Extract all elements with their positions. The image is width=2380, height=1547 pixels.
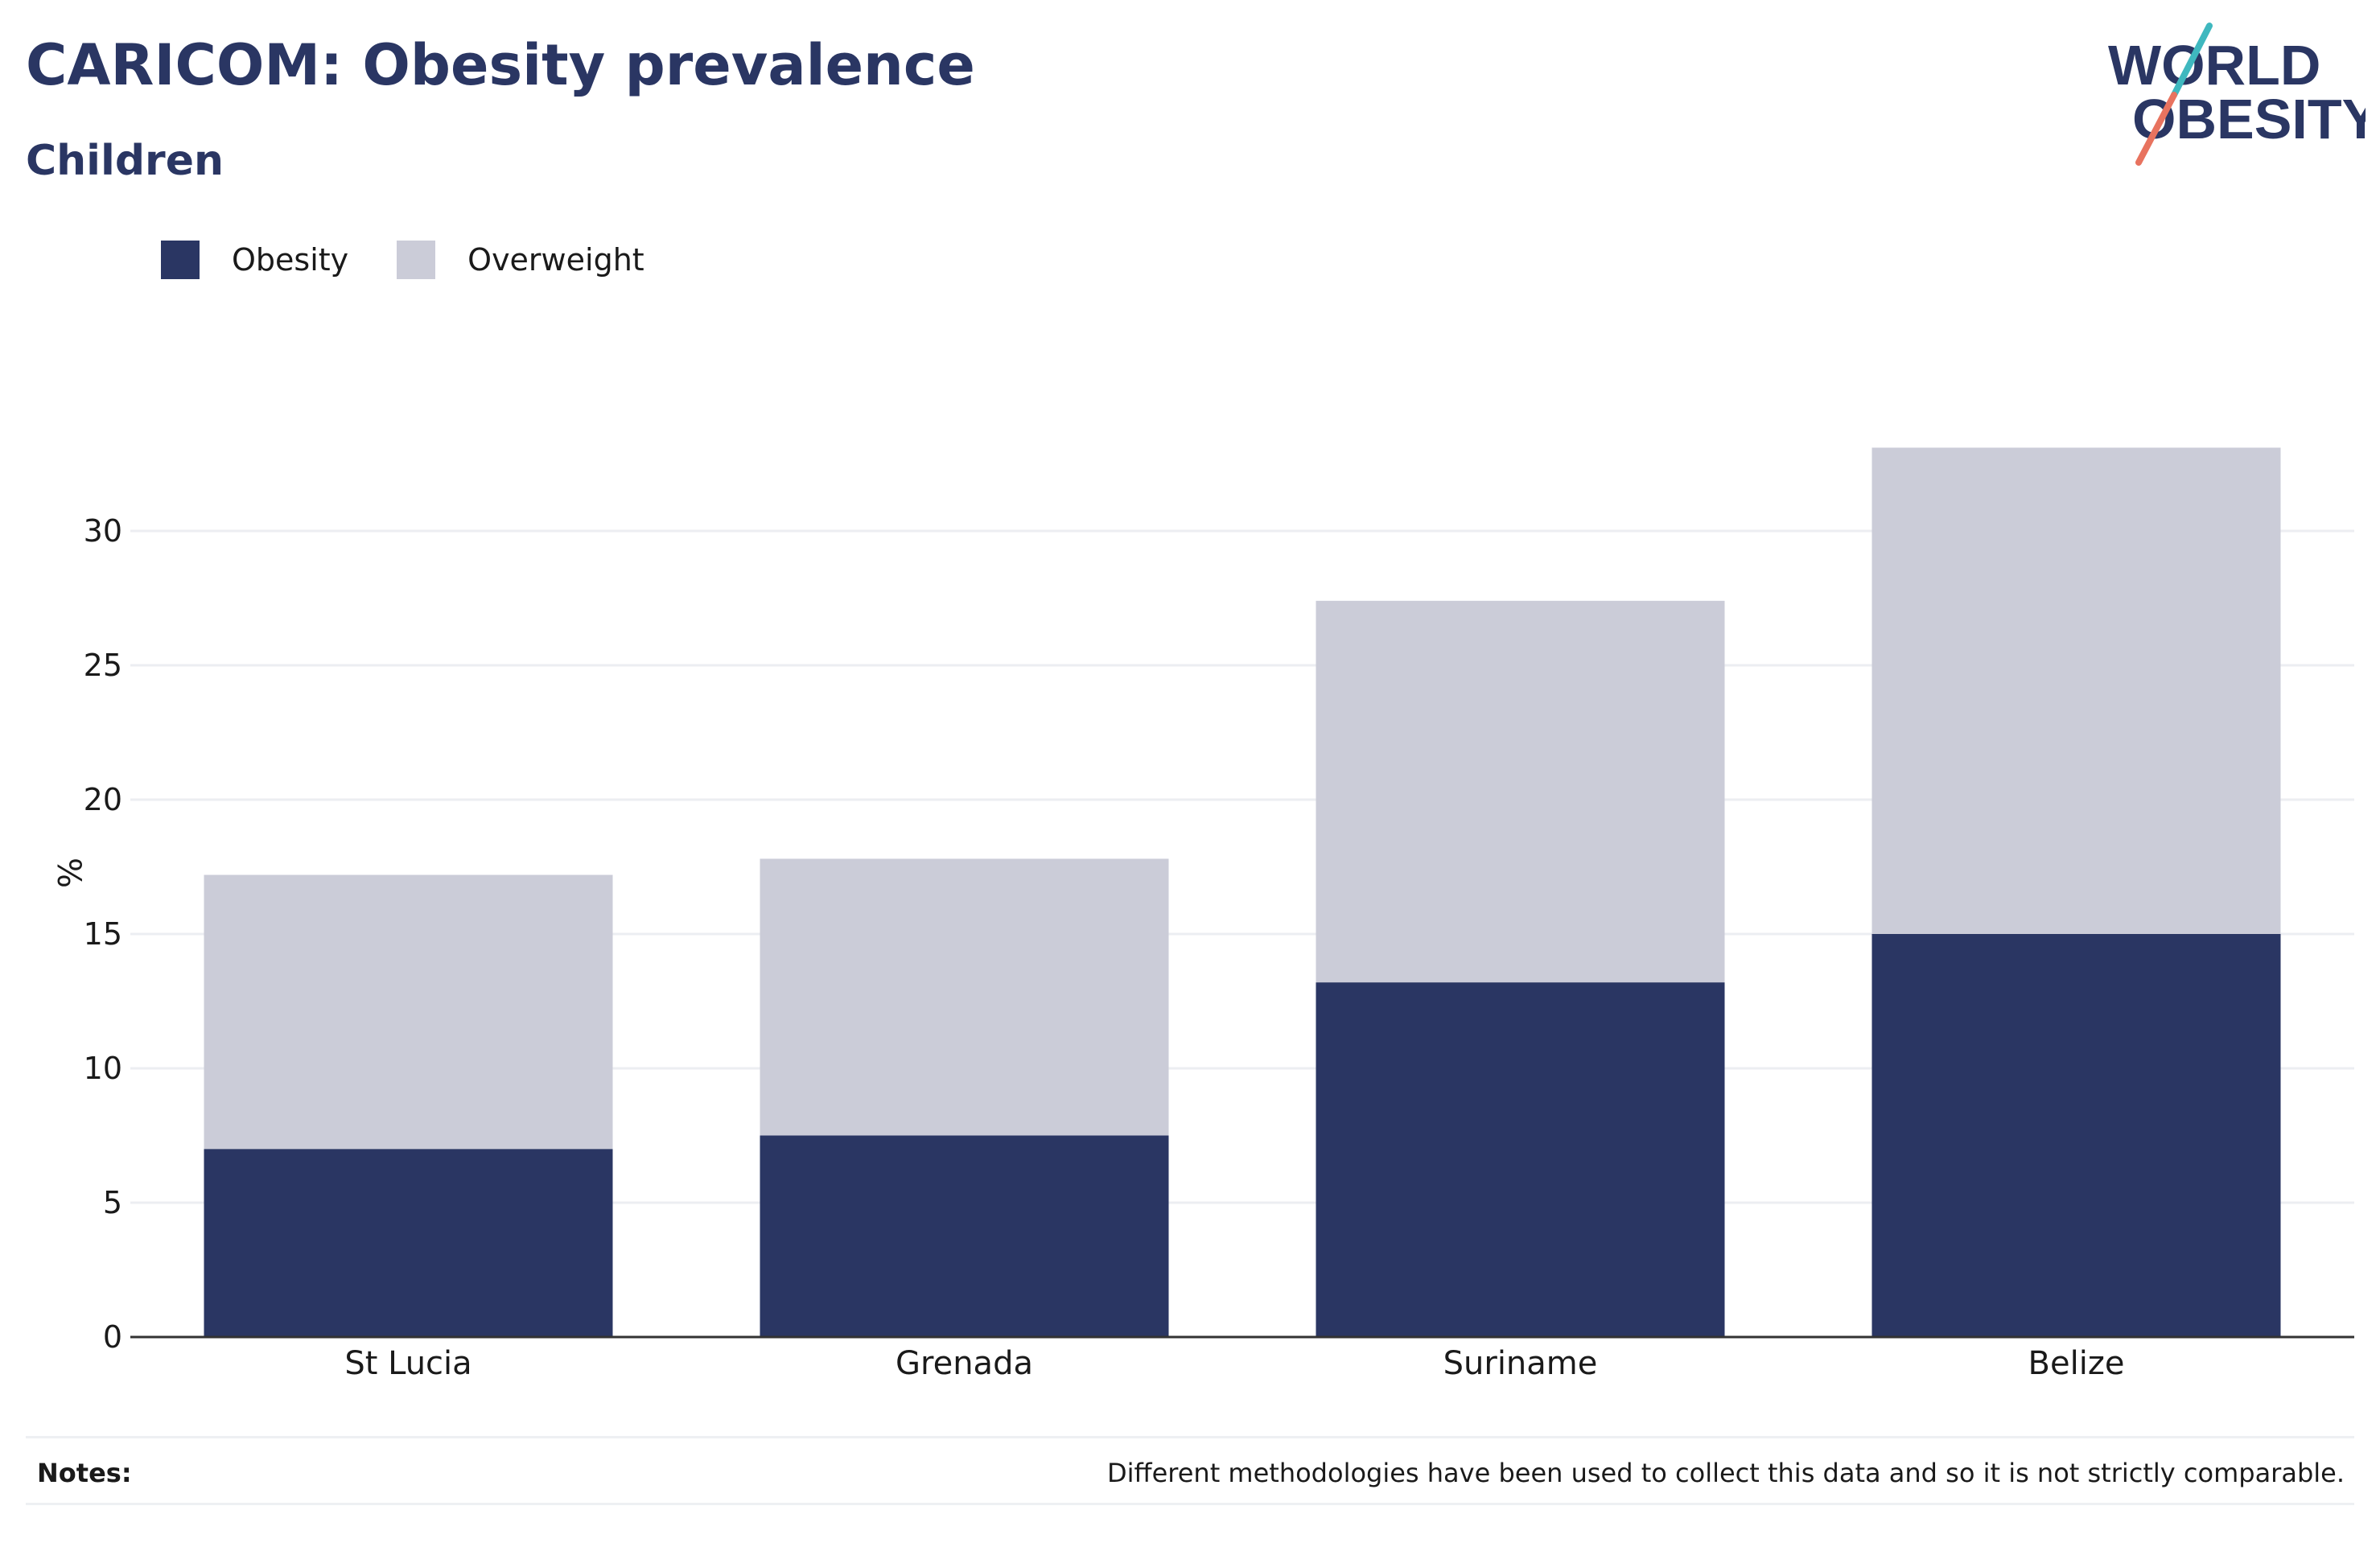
bar-overweight-st-lucia — [204, 874, 613, 1150]
chart-subtitle: Children — [26, 137, 224, 185]
logo-slash-coral — [2135, 92, 2177, 166]
y-tick-label-20: 20 — [84, 782, 122, 817]
x-tick-label-grenada: Grenada — [896, 1345, 1033, 1382]
legend-item-overweight: Overweight — [397, 241, 644, 279]
y-tick-label-25: 25 — [84, 648, 122, 683]
y-tick-label-15: 15 — [84, 916, 122, 952]
logo-text-line1: WORLD — [2108, 34, 2320, 97]
notes-bottom-divider — [26, 1503, 2354, 1505]
world-obesity-logo: WORLD OBESITY — [2108, 23, 2366, 166]
chart-legend: Obesity Overweight — [161, 237, 693, 282]
notes-text: Different methodologies have been used t… — [1107, 1458, 2345, 1488]
notes-label: Notes: — [37, 1458, 132, 1488]
y-tick-label-5: 5 — [103, 1185, 122, 1220]
bar-obesity-belize — [1871, 934, 2281, 1337]
y-tick-label-30: 30 — [84, 513, 122, 549]
stacked-bar-chart: 0 5 10 15 20 25 30% St Lucia Grenada Suriname Beli… — [50, 447, 2354, 1382]
legend-swatch-obesity — [161, 241, 200, 279]
bar-overweight-grenada — [760, 858, 1169, 1136]
legend-label-overweight: Overweight — [467, 242, 644, 278]
bar-obesity-grenada — [760, 1135, 1169, 1337]
x-tick-label-suriname: Suriname — [1443, 1345, 1598, 1382]
y-tick-label-0: 0 — [103, 1319, 122, 1355]
bar-overweight-belize — [1871, 447, 2281, 934]
chart-title: CARICOM: Obesity prevalence — [26, 32, 975, 98]
logo-slash-teal — [2171, 23, 2213, 98]
notes-top-divider — [26, 1436, 2354, 1438]
bar-obesity-st-lucia — [204, 1149, 613, 1337]
legend-label-obesity: Obesity — [232, 242, 349, 278]
legend-swatch-overweight — [397, 241, 436, 279]
bar-obesity-suriname — [1316, 982, 1725, 1337]
legend-item-obesity: Obesity — [161, 241, 348, 279]
bar-overweight-suriname — [1316, 600, 1725, 983]
x-tick-label-st-lucia: St Lucia — [344, 1345, 471, 1382]
y-tick-label-10: 10 — [84, 1051, 122, 1086]
x-tick-label-belize: Belize — [2028, 1345, 2125, 1382]
y-axis-label: % — [50, 858, 87, 888]
